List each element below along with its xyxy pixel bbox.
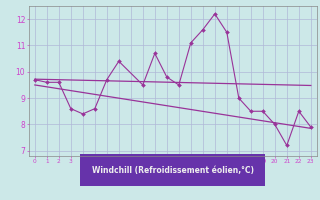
X-axis label: Windchill (Refroidissement éolien,°C): Windchill (Refroidissement éolien,°C)	[92, 166, 254, 175]
